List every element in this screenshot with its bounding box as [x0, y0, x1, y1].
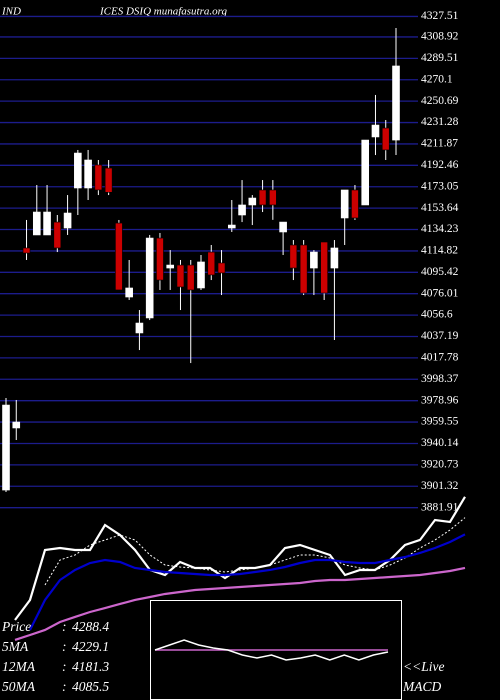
candle-body: [32, 211, 41, 236]
y-tick-label: 4231.28: [421, 116, 459, 128]
candle-body: [125, 287, 133, 298]
y-tick-label: 3959.55: [421, 416, 459, 428]
macd-label: MACD: [402, 679, 441, 694]
y-tick-label: 4076.01: [421, 287, 459, 299]
candle-body: [43, 211, 51, 236]
legend-value: 4181.3: [72, 659, 109, 674]
y-tick-label: 4173.05: [421, 180, 459, 192]
legend-value: 4085.5: [72, 679, 109, 694]
legend-separator: :: [62, 639, 67, 654]
candle-body: [74, 152, 82, 189]
chart-title: IND: [1, 6, 21, 18]
y-tick-label: 4192.46: [421, 159, 459, 171]
legend-value: 4288.4: [72, 619, 109, 634]
ma-line: [14, 566, 466, 642]
candle-body: [94, 164, 103, 191]
candle-body: [145, 237, 154, 319]
ma-line: [44, 517, 466, 586]
macd-line: [154, 639, 389, 661]
candle-body: [63, 212, 72, 229]
candle-body: [53, 221, 62, 249]
candle-body: [381, 127, 390, 151]
chart-title: ICES DSIQ munafasutra.org: [99, 6, 228, 18]
candle-body: [330, 247, 339, 269]
legend-separator: :: [62, 679, 67, 694]
y-tick-label: 4017.78: [421, 352, 459, 364]
candle-body: [279, 221, 287, 233]
legend-value: 4229.1: [72, 639, 109, 654]
candle-body: [227, 224, 236, 229]
candle-body: [115, 222, 123, 291]
legend-label: 50MA: [2, 679, 36, 694]
y-tick-label: 4327.51: [421, 10, 459, 22]
y-tick-label: 4153.64: [421, 202, 459, 214]
candle-body: [22, 247, 31, 254]
y-tick-label: 4056.6: [421, 309, 453, 321]
y-tick-label: 3978.96: [421, 394, 459, 406]
candle-body: [392, 65, 400, 141]
candle-body: [371, 124, 380, 138]
ma-line: [29, 533, 466, 631]
y-tick-label: 4250.69: [421, 95, 459, 107]
candle-body: [289, 244, 298, 269]
legend-separator: :: [62, 659, 67, 674]
candle-body: [299, 244, 308, 294]
y-tick-label: 3940.14: [421, 437, 459, 449]
candle-body: [12, 421, 21, 429]
candle-body: [238, 204, 246, 216]
candle-body: [320, 241, 328, 294]
candle-body: [361, 139, 370, 206]
candle-body: [258, 189, 267, 206]
candle-body: [2, 404, 10, 491]
candle-body: [217, 262, 226, 274]
candle-body: [197, 261, 205, 289]
legend-label: 12MA: [2, 659, 36, 674]
y-tick-label: 4114.82: [421, 245, 458, 257]
candle-body: [186, 264, 195, 291]
candle-body: [104, 167, 113, 193]
y-tick-label: 4211.87: [421, 138, 458, 150]
y-tick-label: 4037.19: [421, 330, 459, 342]
y-tick-label: 4270.1: [421, 73, 453, 85]
candle-body: [340, 189, 349, 219]
y-tick-label: 4308.92: [421, 31, 459, 43]
legend-separator: :: [62, 619, 67, 634]
candle-body: [248, 197, 257, 206]
candle-body: [156, 237, 164, 281]
legend-label: Price: [1, 619, 31, 634]
candle-body: [135, 322, 144, 334]
y-tick-label: 3901.32: [421, 480, 459, 492]
candle-body: [351, 189, 359, 219]
candle-body: [269, 189, 277, 206]
y-tick-label: 4289.51: [421, 52, 459, 64]
y-tick-label: 3920.73: [421, 459, 459, 471]
y-tick-label: 3881.91: [421, 501, 459, 513]
candle-body: [166, 264, 175, 269]
candle-body: [310, 251, 318, 269]
macd-label: <<Live: [403, 659, 444, 674]
candle-body: [176, 264, 185, 288]
candle-body: [207, 251, 216, 276]
y-tick-label: 4134.23: [421, 223, 459, 235]
y-tick-label: 3998.37: [421, 373, 459, 385]
y-tick-label: 4095.42: [421, 266, 459, 278]
legend-label: 5MA: [2, 639, 29, 654]
candle-body: [84, 159, 92, 189]
